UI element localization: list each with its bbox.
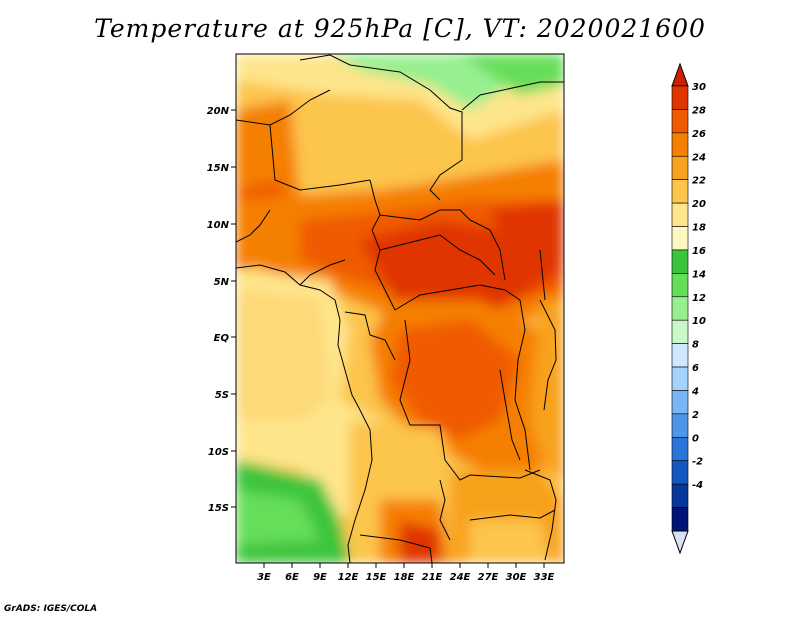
colorbar-swatch (671, 155, 689, 180)
colorbar-label: 10 (692, 316, 706, 327)
longitude-axis: 3E 6E 9E 12E 15E 18E 21E 24E 27E 30E 33E (257, 563, 555, 583)
lat-label-15n: 15N (207, 163, 230, 174)
colorbar-bottom-arrow (671, 530, 689, 555)
lon-label-27e: 27E (478, 572, 499, 583)
lat-label-5s: 5S (215, 390, 229, 401)
colorbar-label: 0 (692, 433, 699, 444)
colorbar-swatch (671, 273, 689, 298)
colorbar-label: 8 (692, 340, 699, 351)
lon-label-15e: 15E (366, 572, 387, 583)
colorbar-swatch (671, 85, 689, 110)
colorbar-swatch (671, 202, 689, 227)
colorbar-label: -2 (692, 457, 703, 468)
lat-label-10s: 10S (208, 447, 229, 458)
colorbar-label: 2 (692, 410, 699, 421)
colorbar-label: 6 (692, 363, 699, 374)
lon-label-24e: 24E (450, 572, 471, 583)
lat-label-eq: EQ (214, 333, 230, 344)
colorbar-swatch (671, 249, 689, 274)
colorbar-swatch (671, 366, 689, 391)
colorbar-swatch (671, 226, 689, 251)
colorbar-swatch (671, 343, 689, 368)
colorbar-swatch (671, 437, 689, 462)
colorbar-label: 26 (692, 129, 706, 140)
colorbar-label: 22 (692, 176, 706, 187)
lat-label-15s: 15S (208, 503, 229, 514)
colorbar-swatch (671, 296, 689, 321)
lat-label-5n: 5N (214, 277, 230, 288)
colorbar-swatch (671, 413, 689, 438)
lat-label-10n: 10N (207, 220, 230, 231)
colorbar-label: 30 (692, 82, 706, 93)
footer-credit: GrADS: IGES/COLA (4, 604, 98, 614)
colorbar-label: 24 (692, 152, 706, 163)
lon-label-9e: 9E (313, 572, 327, 583)
colorbar-label: 4 (691, 386, 699, 397)
lon-label-18e: 18E (394, 572, 415, 583)
colorbar-swatch (671, 109, 689, 134)
colorbar-swatch (671, 483, 689, 508)
colorbar-top-arrow (671, 62, 689, 87)
lon-label-33e: 33E (534, 572, 555, 583)
colorbar-label: 20 (692, 199, 706, 210)
colorbar-label: 18 (692, 223, 706, 234)
lon-label-12e: 12E (338, 572, 359, 583)
colorbar-swatch (671, 390, 689, 415)
colorbar-label: 16 (692, 246, 706, 257)
lon-label-6e: 6E (285, 572, 299, 583)
temperature-field (236, 54, 564, 563)
colorbar-swatch (671, 319, 689, 344)
lon-label-21e: 21E (422, 572, 443, 583)
colorbar-label: 12 (692, 293, 706, 304)
colorbar-label: -4 (692, 480, 703, 491)
country-borders (236, 54, 564, 563)
lat-label-20n: 20N (207, 106, 230, 117)
colorbar-label: 14 (692, 269, 706, 280)
lon-label-30e: 30E (506, 572, 527, 583)
colorbar-swatch (671, 132, 689, 157)
colorbar-label: 28 (692, 105, 706, 116)
latitude-axis: 20N 15N 10N 5N EQ 5S 10S 15S (207, 106, 236, 514)
colorbar-swatch (671, 507, 689, 532)
map-frame (235, 53, 565, 564)
colorbar-swatch (671, 460, 689, 485)
chart-title: Temperature at 925hPa [C], VT: 202002160… (94, 14, 706, 43)
lon-label-3e: 3E (257, 572, 271, 583)
colorbar-swatch (671, 179, 689, 204)
